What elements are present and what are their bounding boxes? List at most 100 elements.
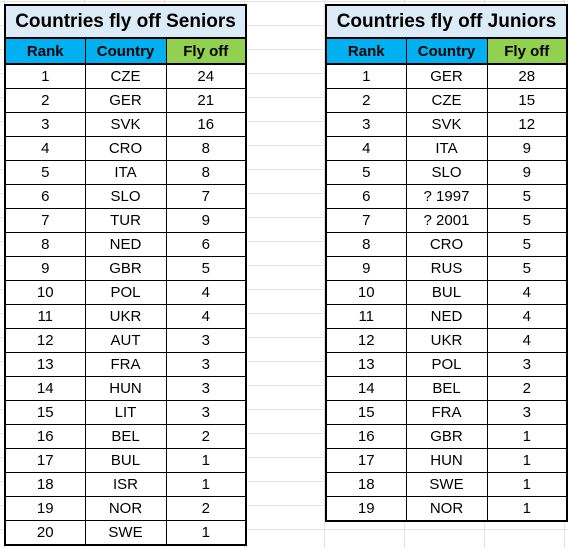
cell: 19 xyxy=(325,496,407,522)
cell: 19 xyxy=(4,496,86,521)
cell: 6 xyxy=(4,184,86,209)
cell: SVK xyxy=(405,112,488,137)
cell: 15 xyxy=(4,400,86,425)
cell: 1 xyxy=(486,496,568,522)
data-row: 15 LIT 3 xyxy=(4,400,247,425)
cell: NED xyxy=(84,232,167,257)
column-header: Country xyxy=(84,37,167,65)
cell: 3 xyxy=(325,112,407,137)
column-header: Country xyxy=(405,37,488,65)
cell: 5 xyxy=(165,256,247,281)
data-row: 9 GBR 5 xyxy=(4,256,247,281)
data-row: 7? 2001 5 xyxy=(325,208,568,233)
cell: 20 xyxy=(4,520,86,546)
data-row: 14 HUN 3 xyxy=(4,376,247,401)
cell: 18 xyxy=(325,472,407,497)
cell: GER xyxy=(84,88,167,113)
cell: 4 xyxy=(165,280,247,305)
cell: 17 xyxy=(325,448,407,473)
data-row: 1 CZE 24 xyxy=(4,63,247,89)
cell: 1 xyxy=(165,520,247,546)
cell: FRA xyxy=(405,400,488,425)
cell: 2 xyxy=(4,88,86,113)
cell: 3 xyxy=(165,400,247,425)
cell: GBR xyxy=(405,424,488,449)
cell: GER xyxy=(405,63,488,89)
cell: 17 xyxy=(4,448,86,473)
data-row: 11 UKR 4 xyxy=(4,304,247,329)
cell: 7 xyxy=(4,208,86,233)
cell: 1 xyxy=(4,63,86,89)
cell: 1 xyxy=(325,63,407,89)
cell: 14 xyxy=(325,376,407,401)
cell: 13 xyxy=(325,352,407,377)
data-row: 4 ITA 9 xyxy=(325,136,568,161)
cell: ? 2001 xyxy=(405,208,488,233)
cell: RUS xyxy=(405,256,488,281)
cell: 11 xyxy=(325,304,407,329)
header-row: Rank Country Fly off xyxy=(4,37,247,65)
cell: SLO xyxy=(84,184,167,209)
cell: CRO xyxy=(84,136,167,161)
cell: 13 xyxy=(4,352,86,377)
cell: SVK xyxy=(84,112,167,137)
data-row: 2 GER 21 xyxy=(4,88,247,113)
title-row: Countries fly off Juniors xyxy=(325,4,568,39)
data-row: 16 GBR 1 xyxy=(325,424,568,449)
cell: 2 xyxy=(165,496,247,521)
column-header: Rank xyxy=(4,37,86,65)
cell: 5 xyxy=(486,256,568,281)
data-row: 8 CRO 5 xyxy=(325,232,568,257)
cell: 5 xyxy=(486,208,568,233)
cell: NOR xyxy=(405,496,488,522)
cell: 5 xyxy=(4,160,86,185)
cell: 4 xyxy=(486,328,568,353)
cell: UKR xyxy=(405,328,488,353)
data-row: 7 TUR 9 xyxy=(4,208,247,233)
cell: 16 xyxy=(4,424,86,449)
cell: BEL xyxy=(84,424,167,449)
data-row: 9 RUS 5 xyxy=(325,256,568,281)
data-row: 12 UKR 4 xyxy=(325,328,568,353)
cell: POL xyxy=(84,280,167,305)
data-row: 10 POL 4 xyxy=(4,280,247,305)
cell: BUL xyxy=(405,280,488,305)
data-row: 16 BEL 2 xyxy=(4,424,247,449)
data-row: 8 NED 6 xyxy=(4,232,247,257)
data-row: 5 SLO 9 xyxy=(325,160,568,185)
cell: NOR xyxy=(84,496,167,521)
cell: 7 xyxy=(165,184,247,209)
column-header: Rank xyxy=(325,37,407,65)
data-row: 12 AUT 3 xyxy=(4,328,247,353)
cell: 10 xyxy=(4,280,86,305)
cell: 8 xyxy=(165,136,247,161)
cell: 4 xyxy=(4,136,86,161)
cell: 8 xyxy=(325,232,407,257)
cell: TUR xyxy=(84,208,167,233)
data-row: 6? 1997 5 xyxy=(325,184,568,209)
data-row: 19 NOR 1 xyxy=(325,496,568,522)
cell: 1 xyxy=(165,472,247,497)
cell: 3 xyxy=(4,112,86,137)
cell: 6 xyxy=(325,184,407,209)
data-row: 3 SVK 12 xyxy=(325,112,568,137)
cell: 18 xyxy=(4,472,86,497)
cell: SWE xyxy=(405,472,488,497)
cell: UKR xyxy=(84,304,167,329)
cell: 6 xyxy=(165,232,247,257)
table-title: Countries fly off Juniors xyxy=(325,4,568,39)
cell: 3 xyxy=(486,400,568,425)
data-row: 15 FRA 3 xyxy=(325,400,568,425)
cell: 7 xyxy=(325,208,407,233)
data-row: 17 HUN 1 xyxy=(325,448,568,473)
cell: 5 xyxy=(486,232,568,257)
cell: 9 xyxy=(165,208,247,233)
data-row: 6 SLO 7 xyxy=(4,184,247,209)
data-row: 20 SWE 1 xyxy=(4,520,247,546)
cell: 3 xyxy=(486,352,568,377)
cell: 10 xyxy=(325,280,407,305)
data-row: 14 BEL 2 xyxy=(325,376,568,401)
cell: LIT xyxy=(84,400,167,425)
cell: HUN xyxy=(84,376,167,401)
data-row: 4 CRO 8 xyxy=(4,136,247,161)
